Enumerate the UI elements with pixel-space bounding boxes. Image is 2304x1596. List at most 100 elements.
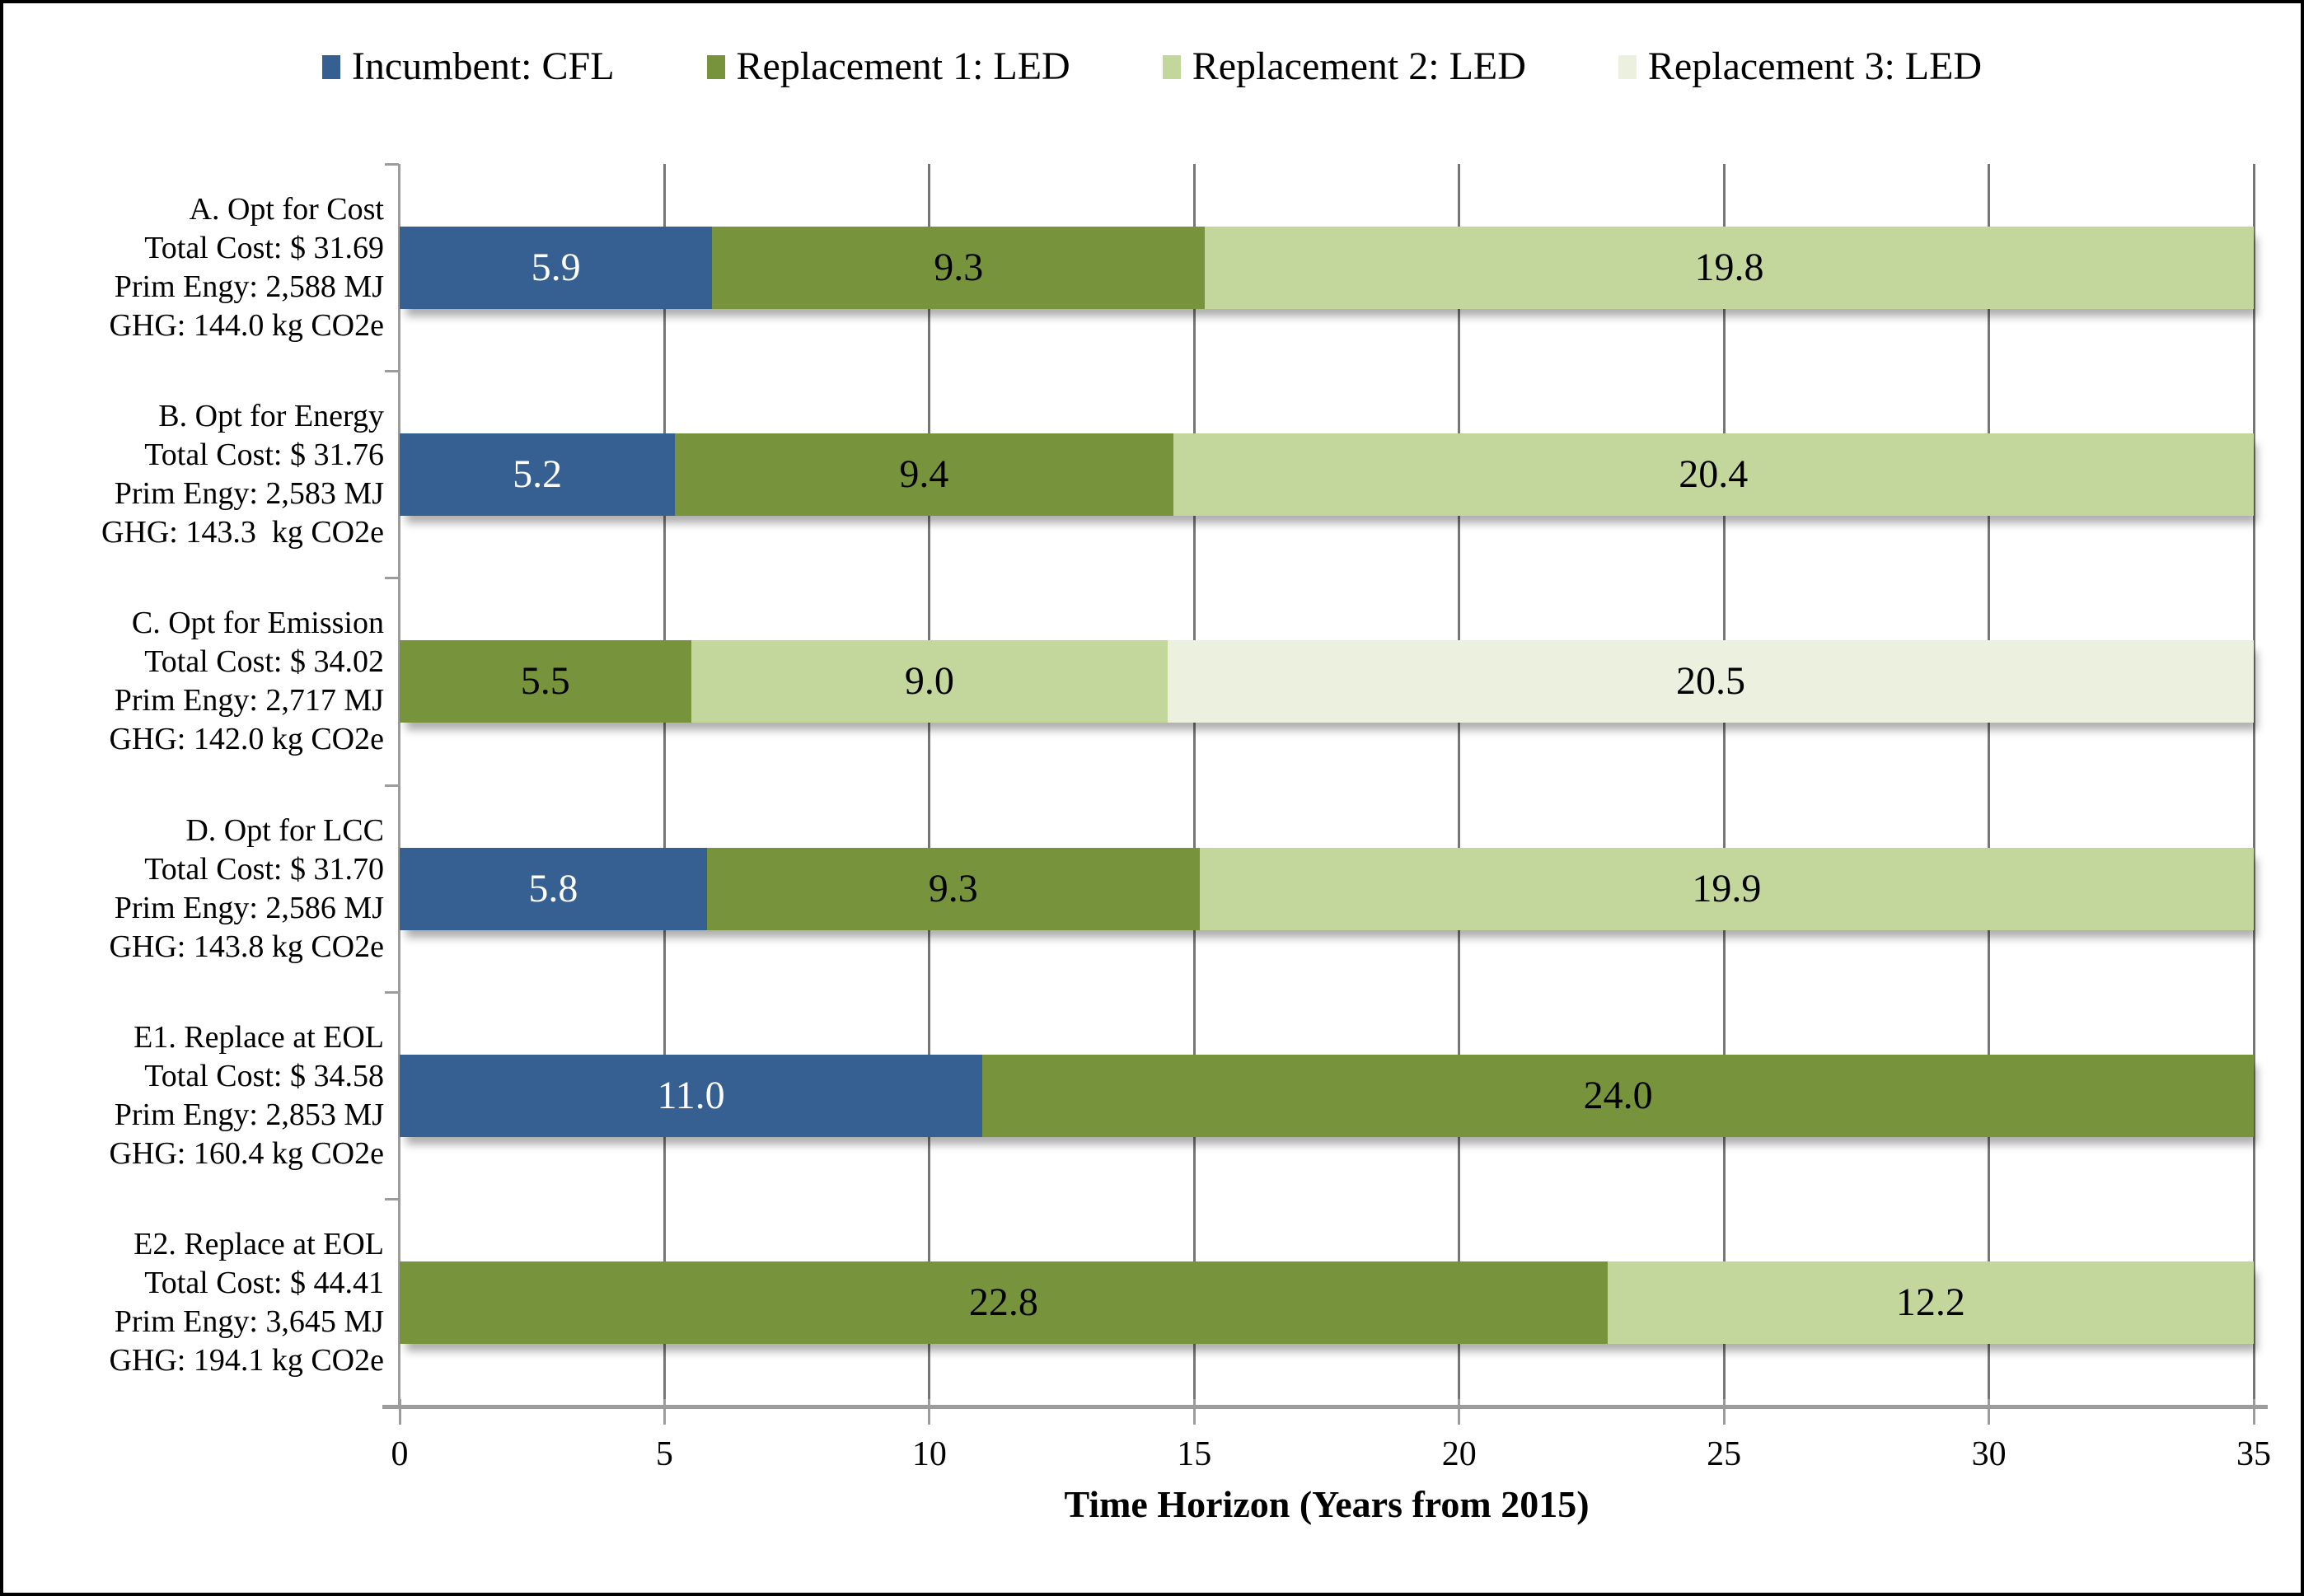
category-label-line: D. Opt for LCC (185, 812, 384, 848)
legend: Incumbent: CFL Replacement 1: LED Replacem… (3, 36, 2301, 97)
legend-item: Incumbent: CFL (321, 44, 615, 88)
gridline (1458, 164, 1461, 1406)
bar-row: 5.8 9.3 19.9 (400, 847, 2254, 930)
bar-value-label: 19.9 (1692, 866, 1762, 910)
legend-swatch-replacement-3-led (1618, 54, 1637, 79)
y-axis-tick (385, 577, 399, 580)
category-label-line: Total Cost: $ 34.02 (144, 644, 384, 680)
category-label-line: Total Cost: $ 31.69 (144, 230, 384, 265)
gridline (928, 164, 931, 1406)
bar-segment-replacement-2-led: 12.2 (1607, 1261, 2254, 1345)
bar-value-label: 19.8 (1694, 245, 1764, 289)
legend-label: Incumbent: CFL (351, 44, 615, 88)
category-label-line: GHG: 142.0 kg CO2e (109, 722, 384, 757)
bar-segment-replacement-1-led: 9.3 (706, 847, 1200, 930)
category-label: C. Opt for Emission Total Cost: $ 34.02 Pr… (21, 604, 384, 759)
bar-row: 11.0 24.0 (400, 1055, 2254, 1137)
y-axis-tick (385, 1198, 399, 1201)
bar-segment-incumbent-cfl: 11.0 (400, 1055, 983, 1137)
bar-segment-replacement-2-led: 19.9 (1199, 847, 2254, 930)
category-label-line: Total Cost: $ 31.76 (144, 438, 384, 472)
x-axis-tick-label: 0 (391, 1435, 409, 1473)
legend-label: Replacement 3: LED (1647, 44, 1983, 88)
category-label: A. Opt for Cost Total Cost: $ 31.69 Prim E… (21, 190, 384, 345)
bar-value-label: 11.0 (657, 1074, 725, 1117)
x-axis-line (382, 1405, 2268, 1409)
category-label-line: Prim Engy: 2,853 MJ (114, 1098, 384, 1132)
bar-value-label: 12.2 (1895, 1280, 1965, 1325)
category-label-line: A. Opt for Cost (189, 191, 384, 227)
category-label-line: Prim Engy: 2,583 MJ (114, 476, 384, 511)
x-axis-tick (928, 1399, 931, 1425)
bar-row: 5.2 9.4 20.4 (400, 433, 2254, 516)
category-label-line: GHG: 143.3 kg CO2e (101, 515, 384, 550)
bar-value-label: 9.3 (928, 866, 978, 910)
bar-segment-replacement-1-led: 9.4 (675, 433, 1173, 516)
category-label-line: Total Cost: $ 31.70 (144, 851, 384, 887)
category-label-line: GHG: 144.0 kg CO2e (109, 307, 384, 343)
bar-segment-incumbent-cfl: 5.8 (400, 847, 707, 930)
gridline (1722, 164, 1726, 1406)
bar-row: 22.8 12.2 (400, 1261, 2254, 1345)
category-label-line: Prim Engy: 2,717 MJ (114, 683, 384, 718)
category-label: D. Opt for LCC Total Cost: $ 31.70 Prim En… (21, 812, 384, 966)
bar-value-label: 5.9 (531, 245, 581, 289)
x-axis-tick (1722, 1399, 1726, 1425)
category-label-line: Prim Engy: 2,586 MJ (114, 890, 384, 925)
bar-segment-incumbent-cfl: 5.2 (400, 433, 676, 516)
gridline (663, 164, 666, 1406)
category-label-line: B. Opt for Energy (158, 399, 384, 433)
x-axis-tick-label: 5 (655, 1435, 673, 1473)
category-label-line: Prim Engy: 2,588 MJ (114, 269, 384, 304)
bar-value-label: 9.0 (904, 659, 954, 704)
category-label: E1. Replace at EOL Total Cost: $ 34.58 Pri… (21, 1018, 384, 1173)
x-axis-tick (1988, 1399, 1991, 1425)
bar-segment-replacement-3-led: 20.5 (1168, 640, 2254, 723)
category-label-line: Prim Engy: 3,645 MJ (114, 1304, 384, 1340)
legend-item: Replacement 3: LED (1618, 47, 1982, 87)
bar-value-label: 5.2 (513, 452, 563, 496)
gridline (2252, 164, 2255, 1406)
x-axis-tick-label: 20 (1441, 1435, 1477, 1473)
category-label-line: Total Cost: $ 34.58 (144, 1059, 384, 1093)
category-label-line: Total Cost: $ 44.41 (144, 1266, 384, 1301)
bar-value-label: 24.0 (1583, 1074, 1653, 1117)
category-label: B. Opt for Energy Total Cost: $ 31.76 Prim… (21, 397, 384, 552)
x-axis-tick-label: 30 (1971, 1435, 2007, 1473)
legend-swatch-replacement-1-led (706, 54, 725, 79)
category-label-line: E1. Replace at EOL (133, 1020, 384, 1055)
bar-value-label: 22.8 (968, 1280, 1038, 1325)
bar-value-label: 20.5 (1676, 659, 1746, 704)
bar-value-label: 5.5 (520, 659, 570, 704)
legend-item: Replacement 1: LED (706, 44, 1070, 88)
category-label-line: GHG: 194.1 kg CO2e (109, 1343, 384, 1378)
legend-label: Replacement 2: LED (1192, 44, 1526, 88)
bar-row: 5.5 9.0 20.5 (400, 640, 2254, 723)
bar-segment-incumbent-cfl: 5.9 (400, 226, 713, 309)
x-axis-tick-label: 10 (911, 1435, 947, 1473)
bar-value-label: 9.4 (899, 452, 949, 496)
legend-label: Replacement 1: LED (736, 44, 1070, 88)
y-axis-tick (385, 990, 399, 994)
bar-segment-replacement-1-led: 9.3 (712, 226, 1206, 309)
category-label: E2. Replace at EOL Total Cost: $ 44.41 Pri… (21, 1225, 384, 1380)
bar-row: 5.9 9.3 19.8 (400, 226, 2254, 309)
x-axis-tick-label: 35 (2236, 1435, 2271, 1473)
bar-value-label: 20.4 (1679, 452, 1749, 496)
legend-item: Replacement 2: LED (1162, 44, 1526, 88)
bar-segment-replacement-1-led: 5.5 (400, 640, 691, 723)
x-axis-tick (1192, 1399, 1196, 1425)
category-label-line: GHG: 143.8 kg CO2e (109, 929, 384, 964)
bar-value-label: 9.3 (934, 245, 984, 289)
x-axis-tick (398, 1399, 401, 1425)
y-axis-line (398, 164, 400, 1406)
x-axis-tick (2252, 1399, 2255, 1425)
bar-segment-replacement-1-led: 22.8 (400, 1261, 1608, 1345)
legend-swatch-incumbent-cfl (321, 54, 340, 79)
legend-swatch-replacement-2-led (1162, 54, 1181, 79)
x-axis-tick (1458, 1399, 1461, 1425)
x-axis-tick (663, 1399, 666, 1425)
bar-segment-replacement-2-led: 19.8 (1205, 226, 2254, 309)
bar-value-label: 5.8 (528, 866, 578, 910)
